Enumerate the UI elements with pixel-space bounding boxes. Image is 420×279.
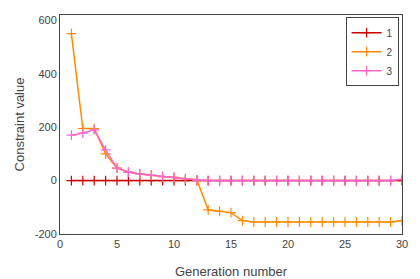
- svg-text:Generation number: Generation number: [175, 264, 288, 279]
- svg-text:30: 30: [396, 238, 408, 250]
- svg-text:600: 600: [38, 14, 56, 26]
- svg-text:20: 20: [282, 238, 294, 250]
- svg-text:Constraint value: Constraint value: [12, 78, 27, 172]
- svg-text:1: 1: [387, 28, 393, 39]
- svg-text:-200: -200: [35, 228, 57, 240]
- svg-text:5: 5: [114, 238, 120, 250]
- svg-text:3: 3: [387, 66, 393, 77]
- svg-text:200: 200: [38, 121, 56, 133]
- svg-text:10: 10: [168, 238, 180, 250]
- svg-text:0: 0: [57, 238, 63, 250]
- svg-text:0: 0: [51, 174, 57, 186]
- svg-text:25: 25: [339, 238, 351, 250]
- svg-text:15: 15: [225, 238, 237, 250]
- svg-text:2: 2: [387, 47, 393, 58]
- svg-text:400: 400: [38, 68, 56, 80]
